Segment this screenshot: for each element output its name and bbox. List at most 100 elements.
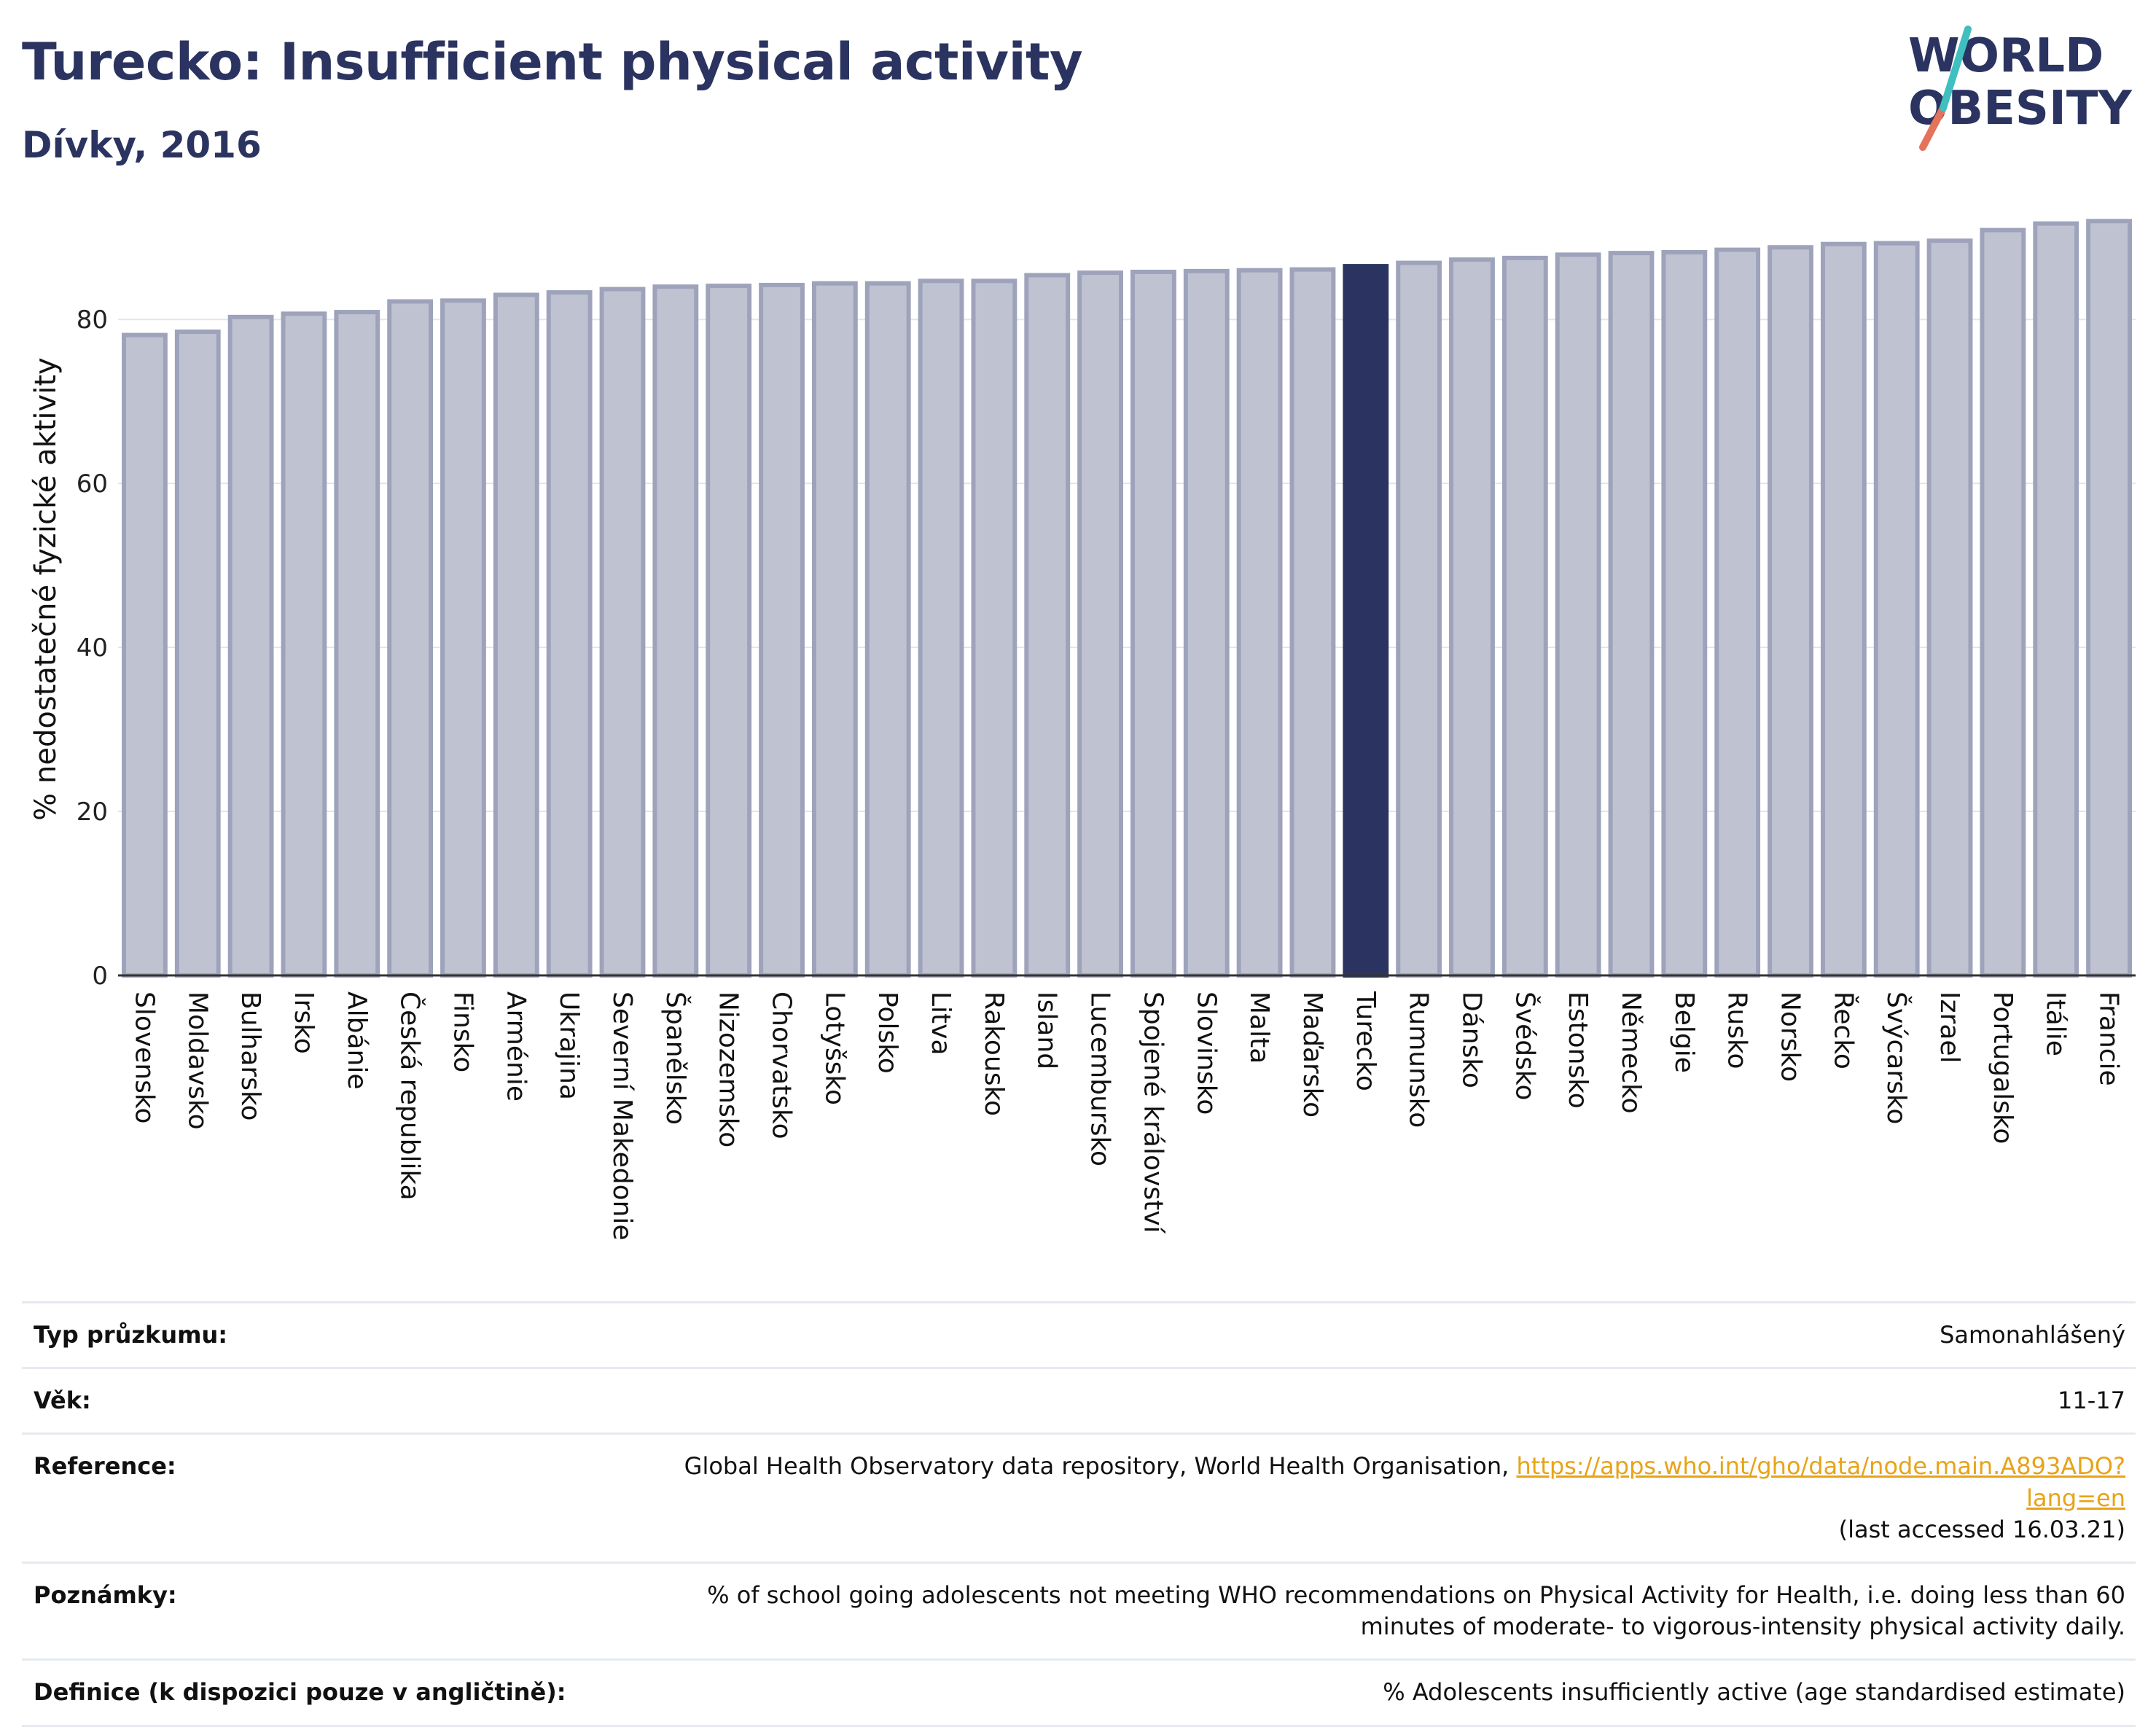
bar-2 xyxy=(227,314,274,978)
x-tick-label: Albánie xyxy=(342,991,372,1090)
bar-31 xyxy=(1768,245,1813,978)
bar-27 xyxy=(1555,252,1601,978)
info-row-notes: Poznámky: % of school going adolescents … xyxy=(22,1561,2136,1661)
x-tick-label: Slovinsko xyxy=(1191,991,1221,1115)
logo-slash-red xyxy=(1919,104,1947,151)
bar-11 xyxy=(706,284,752,978)
info-row-definition: Definice (k dispozici pouze v angličtině… xyxy=(22,1658,2136,1727)
x-tick-label: Norsko xyxy=(1776,991,1805,1082)
x-tick-label: Rumunsko xyxy=(1404,991,1434,1128)
y-tick-label: 60 xyxy=(77,469,108,499)
x-tick-label: Irsko xyxy=(289,991,319,1054)
bar-21 xyxy=(1236,268,1283,978)
x-tick-label: Rusko xyxy=(1722,991,1752,1069)
bar-5 xyxy=(387,299,434,978)
y-tick-label: 40 xyxy=(77,634,108,663)
x-tick-label: Belgie xyxy=(1669,991,1699,1073)
x-tick-label: Německo xyxy=(1616,991,1646,1114)
bar-36 xyxy=(2033,221,2079,978)
info-label: Věk: xyxy=(22,1367,598,1435)
x-tick-label: Rakousko xyxy=(979,991,1009,1116)
x-tick-label: Finsko xyxy=(448,991,477,1072)
x-tick-label: Francie xyxy=(2094,991,2124,1086)
world-obesity-logo: WORLD OBESITY xyxy=(1908,26,2132,151)
info-label: Definice (k dispozici pouze v angličtině… xyxy=(22,1658,598,1727)
bar-34 xyxy=(1926,238,1973,978)
bar-17 xyxy=(1024,273,1071,978)
x-tick-label: Česká republika xyxy=(395,991,426,1201)
info-value: 11-17 xyxy=(598,1367,2136,1435)
bar-30 xyxy=(1714,247,1761,978)
info-label: Typ průzkumu: xyxy=(22,1301,598,1370)
x-tick-label: Severní Makedonie xyxy=(607,991,637,1241)
x-tick-label: Švýcarsko xyxy=(1881,991,1912,1124)
bar-7 xyxy=(493,292,539,978)
x-tick-label: Arménie xyxy=(501,991,531,1102)
bar-4 xyxy=(334,310,380,978)
x-tick-label: Bulharsko xyxy=(235,991,265,1121)
x-tick-label: Nizozemsko xyxy=(714,991,743,1147)
x-tick-label: Izrael xyxy=(1934,991,1964,1064)
info-row-reference: Reference: Global Health Observatory dat… xyxy=(22,1432,2136,1564)
bar-19 xyxy=(1130,269,1176,978)
bar-22 xyxy=(1289,267,1336,978)
bars xyxy=(122,219,2132,978)
x-tick-label: Lucembursko xyxy=(1085,991,1115,1166)
bar-8 xyxy=(546,290,593,978)
bar-25 xyxy=(1449,257,1495,978)
info-label: Reference: xyxy=(22,1432,598,1564)
x-tick-label: Švédsko xyxy=(1509,991,1540,1101)
x-tick-label: Polsko xyxy=(872,991,902,1074)
x-tick-label: Chorvatsko xyxy=(767,991,797,1139)
x-tick-label: Řecko xyxy=(1828,991,1859,1069)
chart-title: Turecko: Insufficient physical activity xyxy=(22,32,1083,92)
bar-9 xyxy=(599,286,646,978)
bar-26 xyxy=(1501,255,1548,978)
bar-37 xyxy=(2086,219,2132,978)
info-row-survey-type: Typ průzkumu: Samonahlášený xyxy=(22,1301,2136,1370)
x-tick-label: Estonsko xyxy=(1563,991,1593,1109)
x-tick-label: Island xyxy=(1032,991,1062,1069)
y-axis-ticks: 0 20 40 60 80 xyxy=(77,305,108,991)
y-axis-label: % nedostatečné fyzické aktivity xyxy=(29,357,63,820)
x-tick-label: Dánsko xyxy=(1456,991,1486,1088)
bar-35 xyxy=(1980,227,2026,978)
y-tick-label: 0 xyxy=(92,962,108,991)
reference-text: Global Health Observatory data repositor… xyxy=(684,1452,1517,1481)
info-value: Samonahlášený xyxy=(598,1301,2136,1370)
x-tick-label: Slovensko xyxy=(129,991,159,1124)
bar-20 xyxy=(1183,268,1230,978)
x-tick-label: Itálie xyxy=(2041,991,2071,1056)
info-label: Poznámky: xyxy=(22,1561,598,1661)
x-tick-label: Turecko xyxy=(1351,991,1380,1091)
info-row-age: Věk: 11-17 xyxy=(22,1367,2136,1435)
bar-12 xyxy=(759,282,805,978)
bar-23 xyxy=(1343,264,1389,978)
x-axis-ticks: Slovensko Moldavsko Bulharsko Irsko Albánie Č… xyxy=(129,991,2123,1241)
x-tick-label: Spojené království xyxy=(1138,991,1168,1234)
bar-18 xyxy=(1077,270,1123,978)
info-value: % of school going adolescents not meetin… xyxy=(598,1561,2136,1661)
x-tick-label: Malta xyxy=(1244,991,1274,1064)
x-tick-label: Litva xyxy=(926,991,956,1056)
bar-3 xyxy=(281,311,327,978)
bar-24 xyxy=(1396,260,1442,978)
reference-accessed: (last accessed 16.03.21) xyxy=(1838,1515,2125,1543)
y-tick-label: 80 xyxy=(77,305,108,335)
x-tick-label: Lotyšsko xyxy=(819,991,849,1105)
y-tick-label: 20 xyxy=(77,798,108,827)
x-tick-label: Ukrajina xyxy=(554,991,584,1100)
chart-subtitle: Dívky, 2016 xyxy=(22,124,262,166)
bar-10 xyxy=(652,284,699,978)
bar-15 xyxy=(918,278,964,978)
bar-29 xyxy=(1661,249,1708,978)
bar-16 xyxy=(971,278,1018,978)
bar-6 xyxy=(440,298,486,978)
reference-link[interactable]: https://apps.who.int/gho/data/node.main.… xyxy=(1516,1452,2125,1512)
bar-1 xyxy=(174,330,221,978)
bar-14 xyxy=(864,281,911,978)
bar-28 xyxy=(1608,251,1655,978)
logo-slash-teal xyxy=(1940,26,1972,112)
x-tick-label: Maďarsko xyxy=(1297,991,1327,1118)
info-value-reference: Global Health Observatory data repositor… xyxy=(598,1432,2136,1564)
